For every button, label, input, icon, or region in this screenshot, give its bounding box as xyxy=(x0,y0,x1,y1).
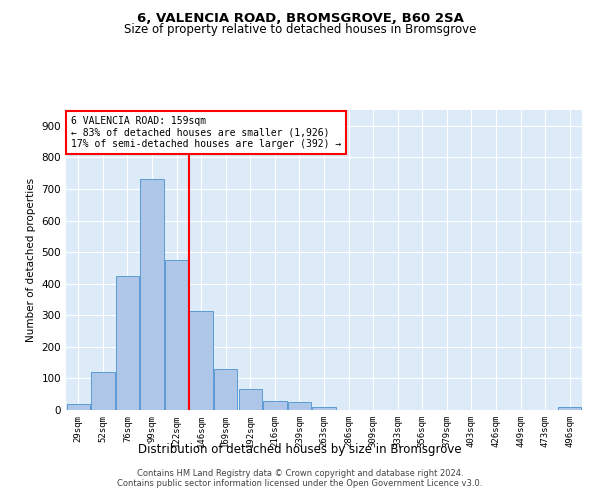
Bar xyxy=(190,310,213,410)
Bar xyxy=(165,260,188,410)
Y-axis label: Number of detached properties: Number of detached properties xyxy=(26,178,36,342)
Bar xyxy=(288,402,311,410)
Bar xyxy=(313,407,335,410)
Text: Size of property relative to detached houses in Bromsgrove: Size of property relative to detached ho… xyxy=(124,22,476,36)
Bar xyxy=(116,276,139,410)
Text: Contains HM Land Registry data © Crown copyright and database right 2024.: Contains HM Land Registry data © Crown c… xyxy=(137,468,463,477)
Bar xyxy=(263,400,287,410)
Bar xyxy=(140,180,164,410)
Bar xyxy=(91,372,115,410)
Text: Contains public sector information licensed under the Open Government Licence v3: Contains public sector information licen… xyxy=(118,478,482,488)
Text: 6 VALENCIA ROAD: 159sqm
← 83% of detached houses are smaller (1,926)
17% of semi: 6 VALENCIA ROAD: 159sqm ← 83% of detache… xyxy=(71,116,341,149)
Text: 6, VALENCIA ROAD, BROMSGROVE, B60 2SA: 6, VALENCIA ROAD, BROMSGROVE, B60 2SA xyxy=(137,12,463,26)
Bar xyxy=(558,407,581,410)
Text: Distribution of detached houses by size in Bromsgrove: Distribution of detached houses by size … xyxy=(138,442,462,456)
Bar xyxy=(239,390,262,410)
Bar xyxy=(214,369,238,410)
Bar xyxy=(67,404,90,410)
